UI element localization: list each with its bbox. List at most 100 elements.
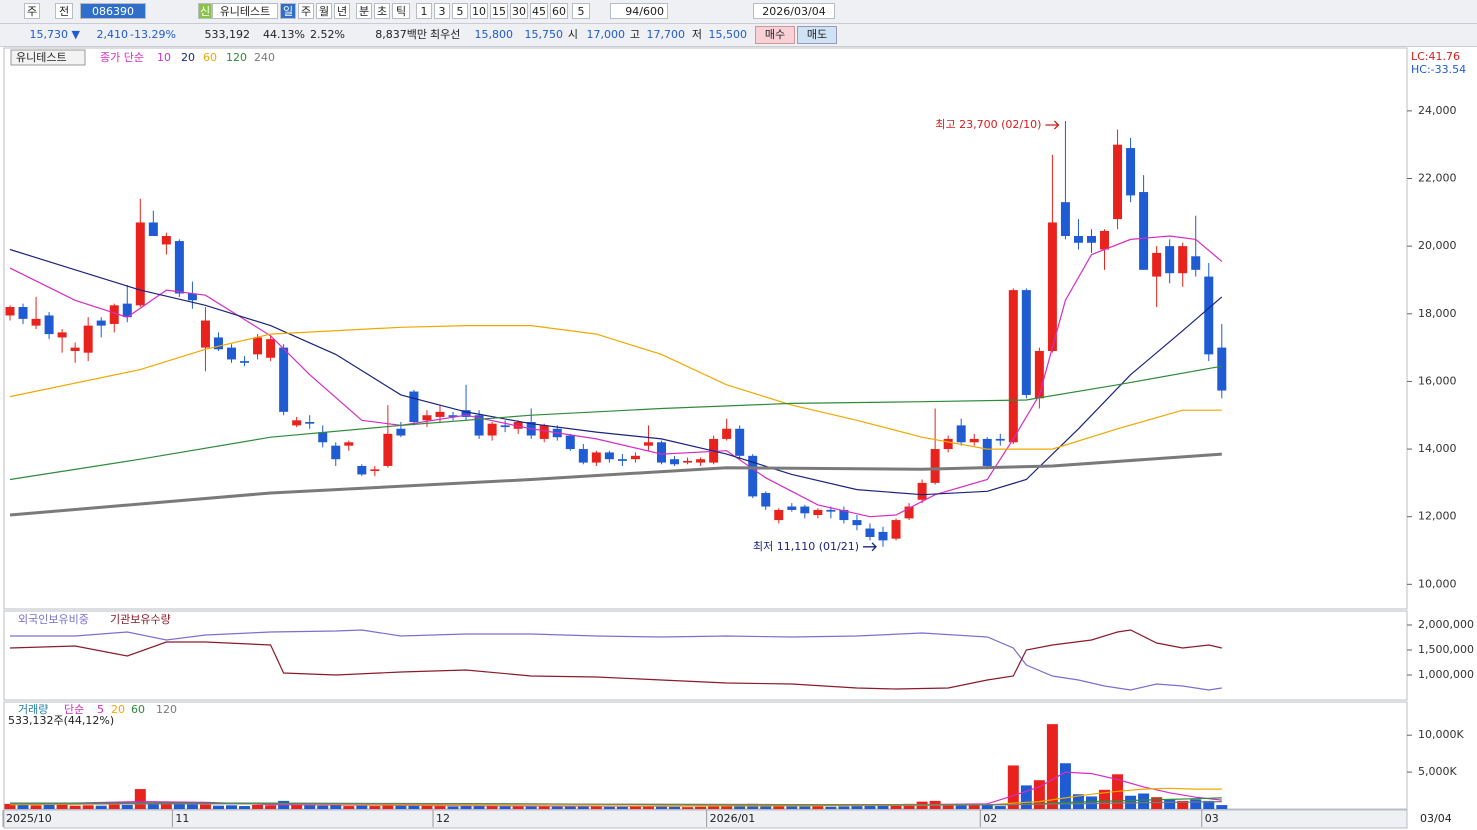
- toolbar-button[interactable]: 년: [334, 3, 350, 19]
- volume-bar: [56, 804, 68, 809]
- volume-bar: [69, 805, 81, 809]
- volume-bar: [265, 805, 277, 809]
- volume-bar: [4, 803, 16, 809]
- candle-body: [930, 449, 940, 483]
- quote-field: 15,730 ▼: [29, 28, 80, 41]
- volume-bar: [382, 803, 394, 809]
- volume-bar: [304, 805, 316, 809]
- toolbar-button[interactable]: 전: [55, 3, 73, 19]
- candle-body: [826, 509, 836, 512]
- candle-body: [161, 236, 171, 245]
- toolbar-button[interactable]: 60: [550, 3, 568, 19]
- line: [9, 325, 1222, 450]
- toolbar-button[interactable]: 15: [490, 3, 508, 19]
- toolbar-button[interactable]: 1: [416, 3, 432, 19]
- candle-body: [279, 347, 289, 412]
- candle-body: [604, 452, 614, 460]
- candle-body: [370, 469, 380, 472]
- y-tick-label: 1,000,000: [1418, 668, 1474, 681]
- y-tick-label: 1,500,000: [1418, 643, 1474, 656]
- candle-body: [435, 411, 445, 417]
- volume-bar: [1046, 724, 1058, 809]
- volume-bar: [1138, 793, 1150, 809]
- volume-bar: [825, 806, 837, 809]
- volume-bar: [942, 804, 954, 809]
- legend-entry: 240: [254, 51, 275, 64]
- toolbar-button[interactable]: 유니테스트: [212, 3, 278, 19]
- toolbar-button[interactable]: 주: [24, 3, 40, 19]
- candle-body: [266, 339, 276, 358]
- toolbar-button[interactable]: 45: [530, 3, 548, 19]
- toolbar-button[interactable]: 3: [434, 3, 450, 19]
- candle-body: [735, 428, 745, 456]
- x-tick-label: 2025/10: [6, 812, 52, 825]
- legend-prefix: 단순: [64, 703, 84, 716]
- volume-bar: [108, 804, 120, 809]
- candle-body: [956, 425, 966, 443]
- y-tick-label: 12,000: [1418, 510, 1457, 523]
- volume-bar: [1203, 800, 1215, 809]
- y-tick-label: 5,000K: [1418, 765, 1457, 778]
- volume-bar: [564, 806, 576, 809]
- y-tick-label: 20,000: [1418, 239, 1457, 252]
- quote-field: 2,410: [96, 28, 129, 41]
- legend-entry: 10: [157, 51, 171, 64]
- toolbar-button[interactable]: 2026/03/04: [753, 3, 835, 19]
- x-tick-label: 11: [175, 812, 189, 825]
- legend-entry: 120: [156, 703, 177, 716]
- volume-bar: [786, 806, 798, 809]
- volume-bar: [708, 805, 720, 809]
- candle-body: [1152, 252, 1162, 277]
- candle-body: [1217, 347, 1227, 391]
- candle-body: [227, 347, 237, 360]
- volume-bar: [212, 805, 224, 809]
- toolbar-button[interactable]: 주: [298, 3, 314, 19]
- line: [10, 801, 1222, 806]
- candle-body: [240, 361, 250, 363]
- candle-body: [253, 337, 263, 355]
- volume-bar: [851, 806, 863, 809]
- toolbar-button[interactable]: 10: [470, 3, 488, 19]
- volume-bar: [877, 805, 889, 809]
- candle-body: [109, 305, 119, 324]
- volume-bar: [460, 805, 472, 809]
- order-button[interactable]: 매도: [797, 26, 837, 44]
- toolbar-button[interactable]: 초: [374, 3, 390, 19]
- toolbar-button[interactable]: 분: [356, 3, 372, 19]
- toolbar-button[interactable]: 틱: [392, 3, 410, 19]
- quote-field: 저: [691, 28, 702, 41]
- y-tick-label: 10,000: [1418, 577, 1457, 590]
- candle-body: [135, 222, 145, 306]
- volume-bar: [252, 804, 264, 809]
- candle-body: [787, 506, 797, 510]
- y-tick-label: 22,000: [1418, 172, 1457, 185]
- volume-bar: [95, 805, 107, 809]
- toolbar-button[interactable]: 5: [572, 3, 590, 19]
- toolbar-button[interactable]: 94/600: [610, 3, 668, 19]
- candle-body: [683, 460, 693, 463]
- quote-field: 533,192: [204, 28, 251, 41]
- volume-bar: [499, 806, 511, 809]
- quote-field: 15,500: [708, 28, 748, 41]
- volume-bar: [1216, 805, 1228, 809]
- candle-body: [643, 442, 653, 446]
- candle-body: [800, 506, 810, 514]
- candle-body: [500, 425, 510, 428]
- candle-body: [5, 307, 15, 316]
- candle-body: [1021, 290, 1031, 395]
- toolbar-button[interactable]: 신: [198, 3, 212, 19]
- order-button[interactable]: 매수: [755, 26, 795, 44]
- toolbar-button[interactable]: 월: [316, 3, 332, 19]
- candle-body: [539, 425, 549, 439]
- toolbar-button[interactable]: 5: [452, 3, 468, 19]
- candle-body: [1204, 276, 1214, 355]
- volume-bar: [551, 806, 563, 809]
- toolbar-button[interactable]: 30: [510, 3, 528, 19]
- candle-body: [213, 337, 223, 350]
- volume-bar: [1164, 799, 1176, 809]
- toolbar-button[interactable]: 일: [280, 3, 296, 19]
- candle-body: [1126, 148, 1136, 196]
- toolbar-button[interactable]: 086390: [80, 3, 146, 19]
